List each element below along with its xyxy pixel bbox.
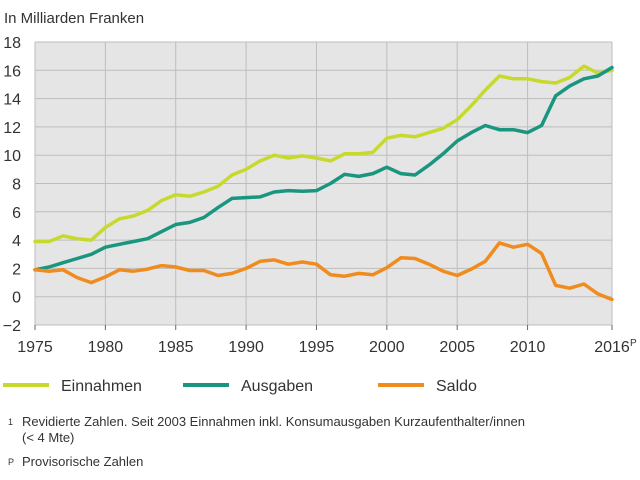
y-tick-label: 12	[3, 120, 21, 137]
x-tick-label: 1975	[17, 339, 53, 356]
x-tick-label: 1995	[299, 339, 335, 356]
footnote-1: 1 Revidierte Zahlen. Seit 2003 Einnahmen …	[8, 414, 525, 446]
y-tick-label: 6	[12, 205, 21, 222]
y-tick-label: 18	[3, 35, 21, 52]
footnote-mark: P	[8, 457, 15, 467]
y-tick-label: −2	[3, 318, 21, 335]
y-tick-label: 14	[3, 92, 21, 109]
x-tick-label: 1980	[88, 339, 124, 356]
footnote-text: Revidierte Zahlen. Seit 2003 Einnahmen i…	[22, 414, 525, 429]
x-tick-label: 1990	[228, 339, 264, 356]
y-axis-label: In Milliarden Franken	[4, 10, 144, 27]
y-tick-label: 8	[12, 177, 21, 194]
series-line-saldo	[33, 241, 614, 302]
y-tick-label: 0	[12, 290, 21, 307]
line-chart: In Milliarden Franken −2024681012141618 …	[3, 10, 637, 395]
legend-label: Einnahmen	[61, 378, 142, 395]
legend-label: Saldo	[436, 378, 477, 395]
x-tick-label: 2000	[369, 339, 405, 356]
series-line-einnahmen	[33, 64, 614, 244]
x-tick-label: 2016	[594, 339, 630, 356]
footnote-2: P Provisorische Zahlen	[8, 454, 143, 470]
x-tick-label: 2005	[439, 339, 475, 356]
y-tick-label: 16	[3, 63, 21, 80]
footnote-text: Provisorische Zahlen	[22, 454, 144, 469]
y-tick-label: 10	[3, 148, 21, 165]
footnote-text-cont: (< 4 Mte)	[22, 430, 75, 445]
legend-label: Ausgaben	[241, 378, 313, 395]
x-tick-label: 1985	[158, 339, 194, 356]
provisional-marker: P	[630, 338, 637, 349]
footnote-mark: 1	[8, 417, 14, 427]
y-tick-label: 4	[12, 233, 21, 250]
y-tick-label: 2	[12, 261, 21, 278]
x-tick-label: 2010	[510, 339, 546, 356]
series-line-ausgaben	[33, 65, 614, 272]
